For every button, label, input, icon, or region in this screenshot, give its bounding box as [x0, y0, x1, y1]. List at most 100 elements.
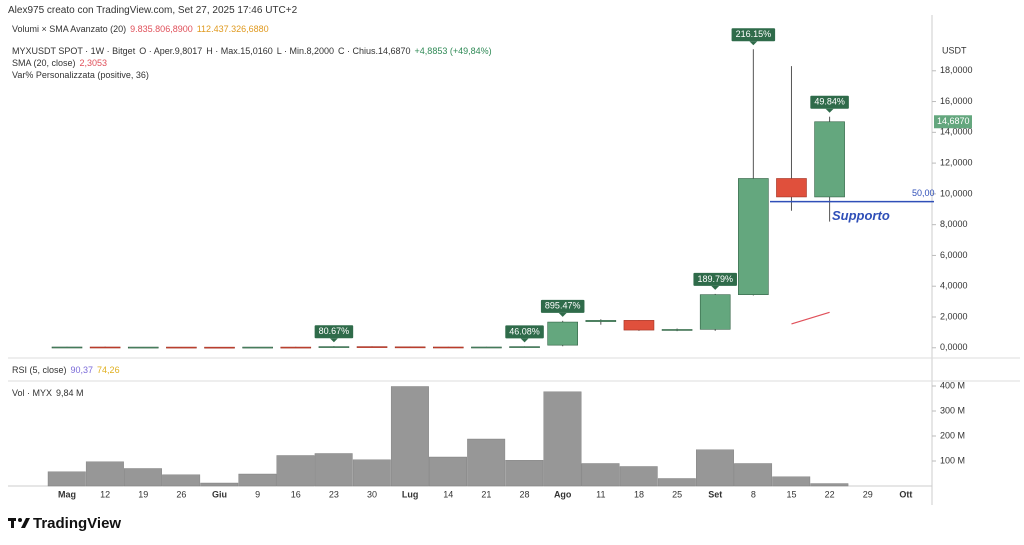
label-box: [505, 325, 544, 339]
label-box: [693, 272, 737, 286]
last-price-label: 14,6870: [937, 116, 970, 126]
logo: TradingView: [33, 515, 122, 532]
change-label-text: 216.15%: [736, 29, 772, 39]
volume-bar: [581, 463, 620, 487]
label-box: [731, 28, 776, 42]
candle-body: [356, 346, 388, 348]
candle-body: [738, 178, 769, 295]
change: +4,8853 (+49,84%): [414, 46, 492, 56]
volume-bar: [162, 474, 201, 487]
x-tick-label: 26: [176, 489, 186, 499]
support-text: Supporto: [832, 208, 890, 223]
candle-body: [509, 346, 540, 348]
change-label: 80.67%: [314, 325, 354, 343]
candle-body: [699, 294, 731, 330]
y-tick-label: 18,0000: [940, 65, 973, 75]
y-tick-label: 300 M: [940, 405, 965, 415]
y-tick-label: 200 M: [940, 430, 965, 440]
y-tick-label: 2,0000: [940, 311, 968, 321]
x-tick-label: 29: [863, 489, 873, 499]
label: Vol · MYX: [12, 388, 53, 398]
change-label: 895.47%: [540, 299, 585, 317]
change-label: 216.15%: [731, 28, 776, 46]
volume-bar: [47, 471, 86, 487]
y-tick-label: 6,0000: [940, 250, 968, 260]
label-pointer: [520, 338, 529, 343]
x-tick-label: 28: [520, 489, 530, 499]
value: 90,37: [70, 365, 94, 375]
y-tick-label: 14,0000: [940, 127, 973, 137]
volume-bar: [810, 483, 849, 487]
x-tick-label: 9: [255, 489, 260, 499]
label: SMA (20, close): [12, 58, 76, 68]
logo-icon: [8, 518, 30, 528]
label-pointer: [558, 312, 567, 317]
change-label: 189.79%: [693, 272, 737, 290]
x-tick-label: Ago: [554, 489, 572, 499]
candle-body: [814, 121, 845, 198]
volume-bar: [772, 476, 811, 487]
candle-body: [547, 321, 578, 346]
x-tick-label: 18: [634, 489, 644, 499]
change-label-text: 80.67%: [319, 326, 350, 336]
volume-bar: [238, 473, 277, 487]
x-tick-label: 15: [786, 489, 796, 499]
value: 112.437.326,6880: [196, 24, 269, 34]
candle-body: [623, 320, 655, 331]
candle-body: [89, 346, 121, 349]
x-tick-label: Set: [708, 489, 722, 499]
x-tick-label: 30: [367, 489, 377, 499]
candle-body: [471, 346, 502, 349]
x-tick-label: Mag: [58, 489, 76, 499]
volume-sma-legend: Volumi × SMA Avanzato (20) 9.835.806,8900…: [12, 24, 273, 34]
x-tick-label: 25: [672, 489, 682, 499]
volume-bar: [543, 391, 582, 487]
change-label-text: 895.47%: [545, 301, 581, 311]
symbol-legend: MYXUSDT SPOT · 1W · Bitget O · Aper.9,801…: [12, 46, 496, 56]
volume-bar: [200, 482, 239, 487]
volume-bar: [314, 453, 353, 487]
low: L · Min.8,2000: [276, 46, 334, 56]
y-tick-label: 8,0000: [940, 219, 968, 229]
candle-body: [432, 346, 464, 349]
x-tick-label: 22: [825, 489, 835, 499]
candle-body: [661, 329, 693, 331]
volume-bar: [429, 456, 467, 487]
candle-body: [242, 346, 273, 349]
candle-body: [776, 178, 807, 198]
label-pointer: [711, 285, 720, 290]
var-legend: Var% Personalizzata (positive, 36): [12, 70, 149, 80]
candle-body: [394, 346, 426, 349]
volume-bar: [619, 466, 658, 487]
sma-legend: SMA (20, close) 2,3053: [12, 58, 111, 68]
rsi-legend: RSI (5, close) 90,37 74,26: [12, 365, 124, 375]
label-box: [314, 325, 354, 339]
volume-bar: [352, 459, 391, 487]
label-pointer: [749, 41, 758, 46]
open: O · Aper.9,8017: [139, 46, 203, 56]
candle-body: [127, 346, 159, 349]
y-tick-label: 100 M: [940, 455, 965, 465]
y-tick-label: 16,0000: [940, 96, 973, 106]
volume-bar: [657, 478, 696, 487]
last-price-box: [934, 115, 972, 129]
x-tick-label: 12: [100, 489, 110, 499]
volume-bar: [124, 468, 162, 487]
label: Volumi × SMA Avanzato (20): [12, 24, 127, 34]
value: 2,3053: [79, 58, 108, 68]
x-tick-label: 16: [291, 489, 301, 499]
candle-body: [585, 320, 617, 322]
candle-body: [204, 346, 235, 349]
value: 9,84 M: [56, 388, 84, 398]
x-tick-label: 21: [481, 489, 491, 499]
volume-bar: [505, 460, 544, 487]
x-tick-label: Lug: [402, 489, 419, 499]
volume-bar: [85, 461, 124, 487]
label-box: [810, 95, 849, 109]
x-tick-label: 19: [138, 489, 148, 499]
candle-body: [280, 346, 312, 349]
change-label-text: 189.79%: [697, 274, 733, 284]
change-label-text: 46.08%: [509, 326, 540, 336]
high: H · Max.15,0160: [206, 46, 273, 56]
